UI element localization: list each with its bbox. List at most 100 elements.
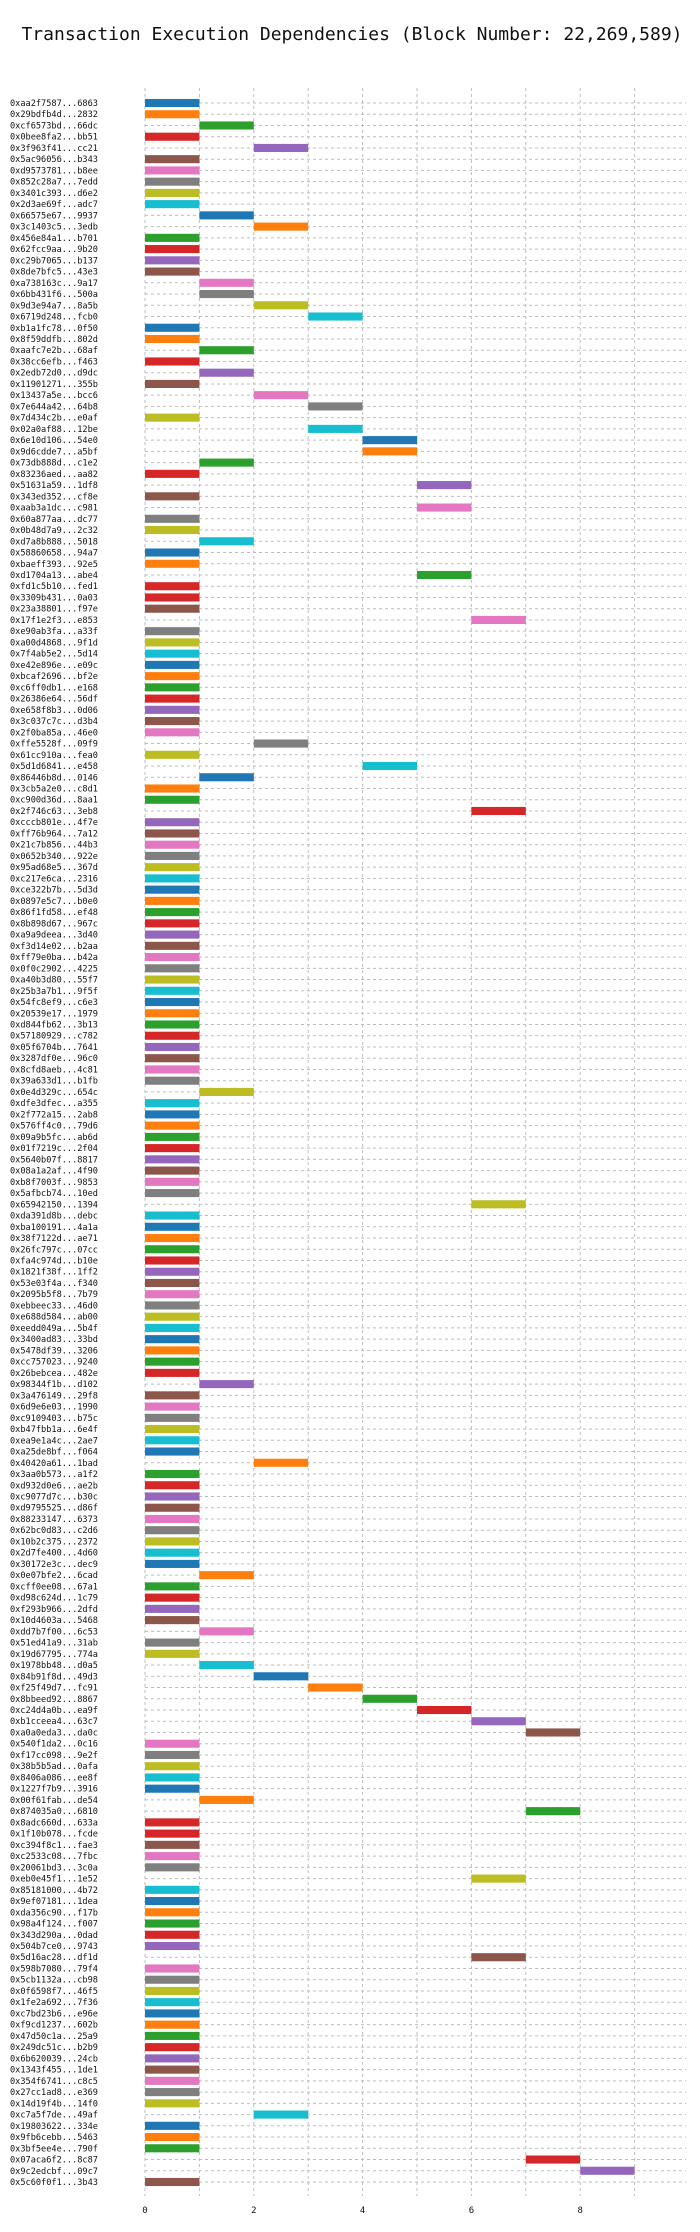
transaction-bar bbox=[145, 1425, 200, 1434]
transaction-label: 0x8adc660d...633a bbox=[10, 1818, 98, 1828]
transaction-bar bbox=[145, 1964, 200, 1973]
transaction-label: 0x08a1a2af...4f90 bbox=[10, 1167, 98, 1177]
transaction-label: 0xf17cc098...9e2f bbox=[10, 1751, 98, 1761]
transaction-label: 0x09a9b5fc...ab6d bbox=[10, 1133, 98, 1143]
transaction-bar bbox=[145, 1593, 200, 1602]
transaction-label: 0x504b7ce0...9743 bbox=[10, 1942, 98, 1952]
transaction-label: 0x6719d248...fcb0 bbox=[10, 313, 98, 323]
transaction-label: 0xf293b966...2dfd bbox=[10, 1605, 98, 1615]
transaction-label: 0x9d3e94a7...8a5b bbox=[10, 301, 98, 311]
transaction-bars bbox=[145, 98, 635, 2187]
transaction-bar bbox=[145, 1290, 200, 1299]
transaction-bar bbox=[145, 1065, 200, 1074]
transaction-bar bbox=[199, 1571, 254, 1580]
transaction-label: 0x65942150...1394 bbox=[10, 1200, 98, 1210]
transaction-label: 0x1fe2a692...7f36 bbox=[10, 1998, 98, 2008]
transaction-bar bbox=[145, 1784, 200, 1793]
transaction-bar bbox=[145, 1166, 200, 1175]
transaction-label: 0x02a0af88...12be bbox=[10, 425, 98, 435]
transaction-bar bbox=[145, 1189, 200, 1198]
transaction-bar bbox=[145, 357, 200, 366]
transaction-label: 0x3f963f41...cc21 bbox=[10, 144, 98, 154]
transaction-label: 0xa25de8bf...f064 bbox=[10, 1448, 98, 1458]
transaction-label: 0xd98c624d...1c79 bbox=[10, 1594, 98, 1604]
transaction-label: 0x9d6cdde7...a5bf bbox=[10, 447, 98, 457]
transaction-label: 0xaa2f7587...6863 bbox=[10, 99, 98, 109]
transaction-label: 0xd1704a13...abe4 bbox=[10, 571, 98, 581]
transaction-bar bbox=[145, 604, 200, 613]
transaction-bar bbox=[525, 2155, 581, 2164]
transaction-label: 0x5c60f0f1...3b43 bbox=[10, 2178, 98, 2188]
transaction-label: 0x10d4603a...5468 bbox=[10, 1616, 98, 1626]
transaction-bar bbox=[145, 166, 200, 175]
transaction-label: 0xfd1c5b10...fed1 bbox=[10, 582, 98, 592]
transaction-label: 0xa0a0eda3...da0c bbox=[10, 1728, 98, 1738]
transaction-bar bbox=[145, 1009, 200, 1018]
transaction-bar bbox=[145, 413, 200, 422]
transaction-label: 0x07aca6f2...8c87 bbox=[10, 2156, 98, 2166]
transaction-bar bbox=[199, 368, 254, 377]
transaction-bar bbox=[145, 1099, 200, 1108]
transaction-bar bbox=[362, 761, 417, 771]
transaction-label: 0x26bebcea...482e bbox=[10, 1369, 98, 1379]
transaction-bar bbox=[145, 2177, 200, 2187]
transaction-bar bbox=[145, 1548, 200, 1557]
transaction-label: 0x354f6741...c8c5 bbox=[10, 2077, 98, 2087]
transaction-bar bbox=[145, 582, 200, 591]
transaction-bar bbox=[145, 829, 200, 838]
transaction-label: 0x1978bb48...d0a5 bbox=[10, 1661, 98, 1671]
transaction-bar bbox=[145, 200, 200, 209]
transaction-bar bbox=[199, 1380, 254, 1389]
transaction-bar bbox=[145, 1031, 200, 1040]
transaction-bar bbox=[145, 1020, 200, 1029]
transaction-label: 0x0f0c2902...4225 bbox=[10, 964, 98, 974]
transaction-bar bbox=[362, 436, 417, 445]
transaction-label: 0x8de7bfc5...43e3 bbox=[10, 268, 98, 278]
transaction-label: 0x88233147...6373 bbox=[10, 1515, 98, 1525]
transaction-label: 0xc29b7065...b137 bbox=[10, 256, 98, 266]
transaction-bar bbox=[253, 301, 309, 310]
transaction-bar bbox=[145, 874, 200, 883]
transaction-bar bbox=[308, 424, 363, 433]
transaction-label: 0x84b91f8d...49d3 bbox=[10, 1672, 98, 1682]
transaction-bar bbox=[145, 728, 200, 737]
transaction-bar bbox=[145, 1436, 200, 1445]
transaction-label: 0x9fb6cebb...5463 bbox=[10, 2133, 98, 2143]
transaction-bar bbox=[145, 750, 200, 759]
transaction-bar bbox=[308, 402, 363, 411]
transaction-bar bbox=[145, 110, 200, 119]
transaction-label: 0x40420a61...1bad bbox=[10, 1459, 98, 1469]
transaction-bar bbox=[145, 2031, 200, 2040]
transaction-label: 0x19d67795...774a bbox=[10, 1650, 98, 1660]
transaction-bar bbox=[145, 1368, 200, 1377]
transaction-bar bbox=[145, 1537, 200, 1546]
transaction-label: 0xda356c90...f17b bbox=[10, 1908, 98, 1918]
transaction-bar bbox=[145, 1559, 200, 1568]
transaction-bar bbox=[145, 649, 200, 658]
transaction-bar bbox=[145, 525, 200, 535]
transaction-label: 0xc24d4a0b...ea9f bbox=[10, 1706, 98, 1716]
transaction-label: 0xb8f7003f...9853 bbox=[10, 1178, 98, 1188]
transaction-bar bbox=[253, 1458, 309, 1467]
transaction-label: 0x3309b431...0a03 bbox=[10, 593, 98, 603]
transaction-label: 0x2d3ae69f...adc7 bbox=[10, 200, 98, 210]
transaction-bar bbox=[253, 739, 309, 748]
transaction-bar bbox=[145, 1222, 200, 1231]
transaction-label: 0xc6ff0db1...e168 bbox=[10, 683, 98, 693]
transaction-label: 0xcf6573bd...66dc bbox=[10, 121, 98, 131]
transaction-bar bbox=[145, 1233, 200, 1243]
transaction-bar bbox=[145, 514, 200, 523]
transaction-label: 0xd9795525...d86f bbox=[10, 1504, 98, 1514]
transaction-bar bbox=[145, 1863, 200, 1872]
transaction-label: 0x62fcc9aa...9b20 bbox=[10, 245, 98, 255]
transaction-label: 0xa00d4868...9f1d bbox=[10, 638, 98, 648]
transaction-label: 0x2f772a15...2ab8 bbox=[10, 1110, 98, 1120]
transaction-bar bbox=[145, 818, 200, 827]
transaction-bar bbox=[145, 267, 200, 276]
transaction-bar bbox=[145, 660, 200, 669]
transaction-labels: 0xaa2f7587...68630x29bdfb4d...28320xcf65… bbox=[10, 99, 98, 2188]
transaction-label: 0xc7a5f7de...49af bbox=[10, 2111, 98, 2121]
transaction-bar bbox=[145, 1638, 200, 1647]
transaction-bar bbox=[145, 1481, 200, 1490]
transaction-bar bbox=[580, 2166, 635, 2175]
